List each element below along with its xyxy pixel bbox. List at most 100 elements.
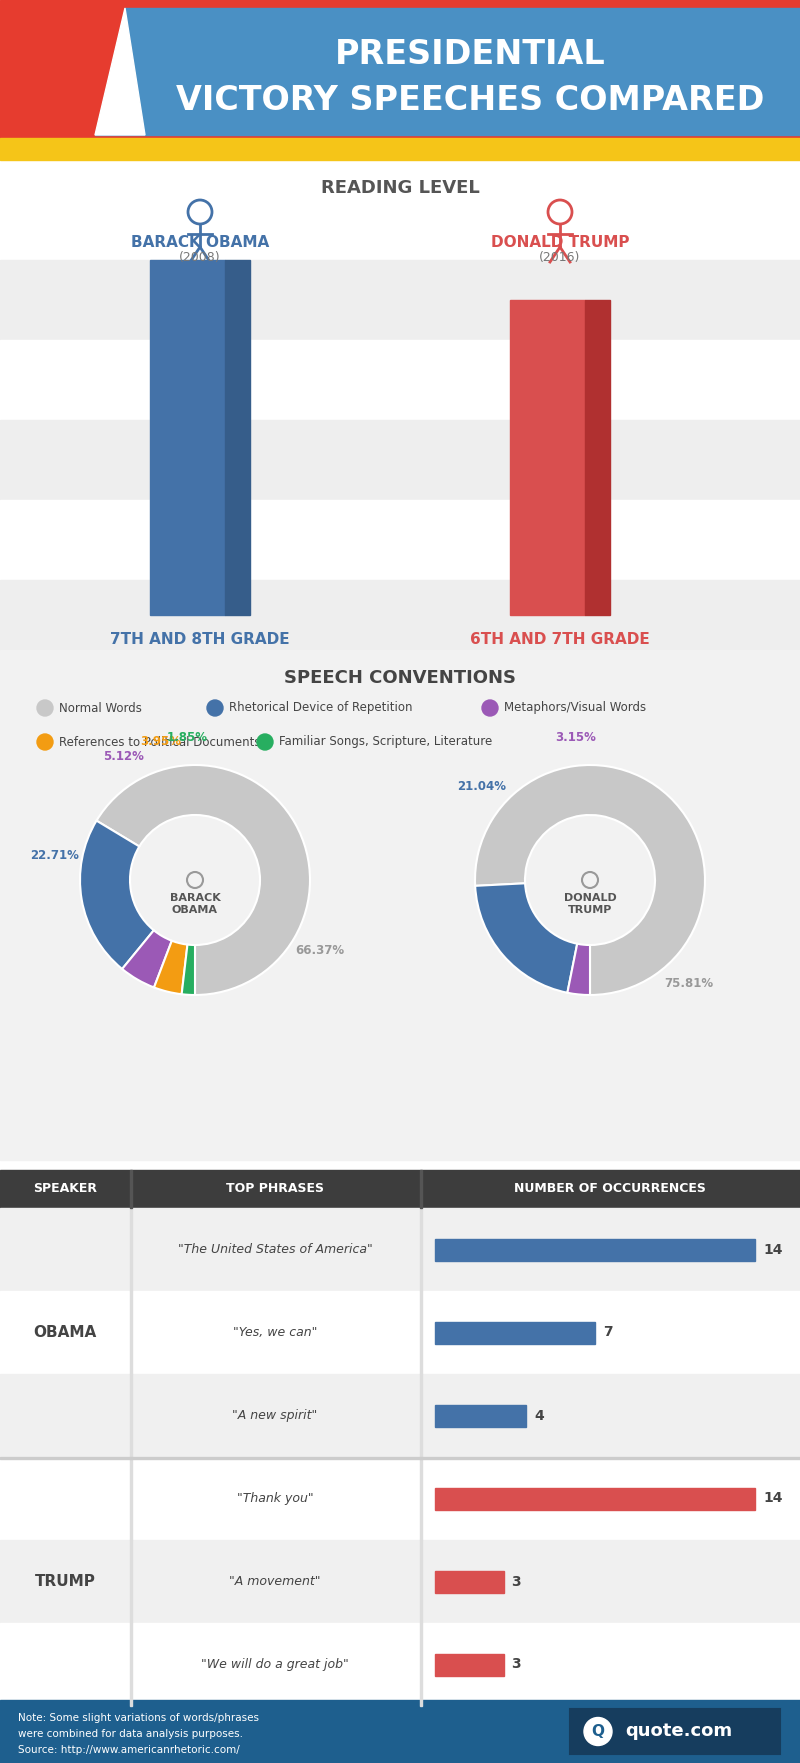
Text: Normal Words: Normal Words	[59, 702, 142, 714]
Bar	[420, 1373, 422, 1456]
Polygon shape	[95, 9, 145, 136]
Text: VICTORY SPEECHES COMPARED: VICTORY SPEECHES COMPARED	[176, 83, 764, 116]
Text: (2008): (2008)	[179, 250, 221, 264]
Text: BARACK OBAMA: BARACK OBAMA	[131, 234, 269, 250]
Wedge shape	[154, 941, 187, 994]
Text: OBAMA: OBAMA	[172, 904, 218, 915]
Text: "We will do a great job": "We will do a great job"	[201, 1657, 349, 1671]
Bar	[570, 1708, 780, 1754]
Text: BARACK: BARACK	[170, 894, 220, 903]
Text: were combined for data analysis purposes.: were combined for data analysis purposes…	[18, 1730, 243, 1738]
Bar	[420, 1291, 422, 1373]
Bar	[0, 1291, 800, 1373]
Bar	[435, 1238, 755, 1261]
Text: "Yes, we can": "Yes, we can"	[233, 1326, 317, 1340]
Bar	[0, 1171, 800, 1208]
Text: PRESIDENTIAL: PRESIDENTIAL	[334, 39, 606, 72]
Text: OBAMA: OBAMA	[34, 1326, 97, 1340]
Bar	[435, 1654, 503, 1675]
Text: "Thank you": "Thank you"	[237, 1491, 314, 1506]
Text: Q: Q	[591, 1724, 605, 1738]
Text: "A movement": "A movement"	[230, 1574, 321, 1588]
Text: Note: Some slight variations of words/phrases: Note: Some slight variations of words/ph…	[18, 1714, 259, 1722]
Text: "The United States of America": "The United States of America"	[178, 1243, 372, 1255]
Text: NUMBER OF OCCURRENCES: NUMBER OF OCCURRENCES	[514, 1183, 706, 1195]
Bar	[435, 1488, 755, 1509]
Text: 6TH AND 7TH GRADE: 6TH AND 7TH GRADE	[470, 633, 650, 647]
Bar	[130, 1171, 132, 1208]
Bar	[130, 1208, 132, 1291]
Bar	[0, 501, 800, 580]
Bar	[435, 1322, 595, 1343]
Circle shape	[37, 700, 53, 716]
Text: 14: 14	[763, 1491, 782, 1506]
Bar	[130, 1541, 132, 1624]
Text: 7TH AND 8TH GRADE: 7TH AND 8TH GRADE	[110, 633, 290, 647]
Text: 3.95%: 3.95%	[141, 735, 182, 748]
Bar	[0, 651, 800, 1160]
Bar	[130, 1624, 132, 1707]
Circle shape	[207, 700, 223, 716]
Bar	[435, 1405, 526, 1426]
Wedge shape	[475, 883, 578, 993]
Bar	[0, 580, 800, 659]
Wedge shape	[182, 945, 195, 994]
Text: DONALD: DONALD	[564, 894, 616, 903]
Text: (2016): (2016)	[539, 250, 581, 264]
Bar	[510, 300, 585, 615]
Bar	[0, 1541, 800, 1624]
Circle shape	[584, 1717, 612, 1745]
Bar	[0, 1624, 800, 1707]
Bar	[0, 1700, 800, 1763]
Bar	[130, 1456, 132, 1541]
Text: DONALD TRUMP: DONALD TRUMP	[490, 234, 630, 250]
Bar	[420, 1171, 422, 1208]
Text: SPEECH CONVENTIONS: SPEECH CONVENTIONS	[284, 668, 516, 688]
Bar	[130, 1291, 132, 1373]
Text: 3: 3	[511, 1657, 521, 1671]
Text: 5.12%: 5.12%	[103, 749, 144, 763]
Wedge shape	[80, 820, 154, 970]
Text: TRUMP: TRUMP	[568, 904, 612, 915]
Bar	[435, 1571, 503, 1592]
Bar	[225, 259, 250, 615]
Bar	[0, 1171, 800, 1700]
Bar	[0, 340, 800, 420]
Text: Familiar Songs, Scripture, Literature: Familiar Songs, Scripture, Literature	[279, 735, 492, 749]
Bar	[420, 1541, 422, 1624]
Text: 3.15%: 3.15%	[555, 732, 596, 744]
Bar	[420, 1456, 422, 1541]
Wedge shape	[122, 931, 172, 987]
Text: 21.04%: 21.04%	[458, 779, 506, 793]
Circle shape	[482, 700, 498, 716]
Bar	[0, 160, 800, 651]
Bar	[0, 259, 800, 340]
Bar	[130, 1373, 132, 1456]
Bar	[585, 300, 610, 615]
Bar	[0, 0, 800, 160]
Text: READING LEVEL: READING LEVEL	[321, 180, 479, 197]
Text: TOP PHRASES: TOP PHRASES	[226, 1183, 324, 1195]
Text: TRUMP: TRUMP	[34, 1574, 95, 1588]
Circle shape	[257, 733, 273, 749]
Text: SPEAKER: SPEAKER	[33, 1183, 97, 1195]
Text: "A new spirit": "A new spirit"	[232, 1409, 318, 1423]
Text: 1.85%: 1.85%	[166, 730, 207, 744]
Text: 75.81%: 75.81%	[664, 977, 713, 991]
Text: 14: 14	[763, 1243, 782, 1257]
Wedge shape	[475, 765, 705, 994]
Text: References to Political Documents: References to Political Documents	[59, 735, 261, 749]
Text: 7: 7	[603, 1326, 613, 1340]
Bar	[420, 1624, 422, 1707]
Wedge shape	[567, 943, 590, 994]
Bar	[0, 1373, 800, 1456]
Text: 3: 3	[511, 1574, 521, 1588]
Wedge shape	[97, 765, 310, 994]
Text: 22.71%: 22.71%	[30, 850, 78, 862]
Text: Rhetorical Device of Repetition: Rhetorical Device of Repetition	[229, 702, 413, 714]
Circle shape	[37, 733, 53, 749]
Bar	[150, 259, 225, 615]
Bar	[0, 1456, 800, 1460]
Polygon shape	[95, 9, 800, 136]
Bar	[0, 420, 800, 501]
